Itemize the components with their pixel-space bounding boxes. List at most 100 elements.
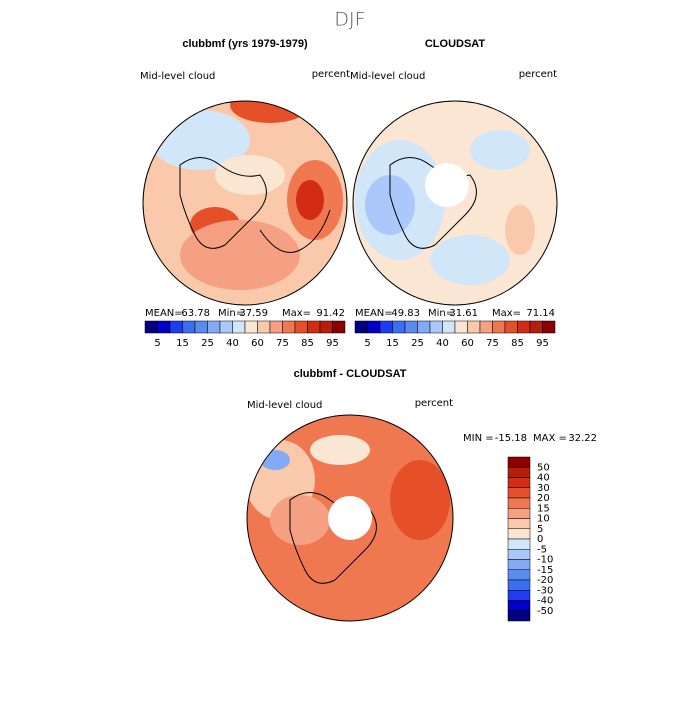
colorbar-box bbox=[257, 320, 271, 334]
colorbar-label: 95 bbox=[536, 338, 549, 349]
colorbar-label: 15 bbox=[386, 338, 399, 349]
stat-label: Max= bbox=[492, 308, 521, 319]
colorbar-box bbox=[454, 320, 468, 334]
colorbar-box bbox=[442, 320, 456, 334]
colorbar-label: -40 bbox=[537, 596, 553, 607]
colorbar-label: 5 bbox=[537, 524, 543, 535]
stat-value: 63.78 bbox=[181, 308, 210, 319]
colorbar-box bbox=[169, 320, 183, 334]
colorbar-box bbox=[429, 320, 443, 334]
colorbar-box bbox=[207, 320, 221, 334]
right-label: percent bbox=[519, 69, 557, 80]
colorbar-label: 95 bbox=[326, 338, 339, 349]
map-outline bbox=[142, 100, 348, 306]
colorbar-box bbox=[194, 320, 208, 334]
colorbar-label: 75 bbox=[276, 338, 289, 349]
stat-value: 31.61 bbox=[449, 308, 478, 319]
map-outline bbox=[352, 100, 558, 306]
colorbar-box bbox=[282, 320, 296, 334]
colorbar-label: 85 bbox=[301, 338, 314, 349]
stat-value: -15.18 bbox=[495, 433, 527, 444]
colorbar-label: 50 bbox=[537, 462, 550, 473]
colorbar-box bbox=[354, 320, 368, 334]
colorbar-label: 60 bbox=[461, 338, 474, 349]
colorbar-label: -5 bbox=[537, 544, 547, 555]
colorbar-label: 30 bbox=[537, 483, 550, 494]
colorbar-box bbox=[492, 320, 506, 334]
colorbar-box bbox=[144, 320, 158, 334]
colorbar-box bbox=[367, 320, 381, 334]
figure-title: DJF bbox=[334, 9, 365, 31]
colorbar-box bbox=[507, 508, 531, 519]
colorbar-label: 5 bbox=[364, 338, 370, 349]
colorbar-box bbox=[219, 320, 233, 334]
stat-value: 37.59 bbox=[239, 308, 268, 319]
colorbar-label: 25 bbox=[411, 338, 424, 349]
colorbar-box bbox=[269, 320, 283, 334]
colorbar-label: 40 bbox=[436, 338, 449, 349]
colorbar-box bbox=[307, 320, 321, 334]
colorbar-label: -30 bbox=[537, 585, 553, 596]
colorbar-label: -10 bbox=[537, 555, 553, 566]
colorbar-box bbox=[417, 320, 431, 334]
colorbar-box bbox=[319, 320, 333, 334]
colorbar-box bbox=[379, 320, 393, 334]
colorbar-label: 60 bbox=[251, 338, 264, 349]
stat-value: 32.22 bbox=[568, 433, 597, 444]
colorbar-box bbox=[507, 518, 531, 529]
colorbar-label: -20 bbox=[537, 575, 553, 586]
stat-label: MIN = bbox=[463, 433, 494, 444]
colorbar-label: 20 bbox=[537, 493, 550, 504]
right-label: percent bbox=[415, 398, 453, 409]
map bbox=[247, 415, 453, 621]
map bbox=[353, 101, 557, 305]
colorbar-box bbox=[507, 559, 531, 570]
colorbar-box bbox=[507, 590, 531, 601]
colorbar-label: 25 bbox=[201, 338, 214, 349]
colorbar-box bbox=[507, 487, 531, 499]
colorbar-box bbox=[182, 320, 196, 334]
colorbar-label: 40 bbox=[537, 473, 550, 484]
colorbar-box bbox=[507, 538, 531, 550]
colorbar-label: 10 bbox=[537, 514, 550, 525]
colorbar-label: -15 bbox=[537, 565, 553, 576]
stat-value: 71.14 bbox=[526, 308, 555, 319]
stat-label: Min= bbox=[218, 308, 244, 319]
colorbar-box bbox=[332, 320, 346, 334]
colorbar-box bbox=[244, 320, 258, 334]
colorbar-box bbox=[392, 320, 406, 334]
colorbar-box bbox=[507, 477, 531, 488]
colorbar-label: 15 bbox=[537, 503, 550, 514]
colorbar-box bbox=[529, 320, 543, 334]
colorbar-box bbox=[517, 320, 531, 334]
panel-title: clubbmf - CLOUDSAT bbox=[294, 368, 407, 380]
stat-label: Min= bbox=[428, 308, 454, 319]
colorbar-box bbox=[507, 528, 531, 540]
stat-value: 91.42 bbox=[316, 308, 345, 319]
map bbox=[143, 101, 347, 305]
stat-label: MEAN= bbox=[355, 308, 393, 319]
panel-title: CLOUDSAT bbox=[425, 38, 486, 50]
stat-label: Max= bbox=[282, 308, 311, 319]
stat-label: MAX = bbox=[533, 433, 567, 444]
colorbar-box bbox=[232, 320, 246, 334]
colorbar-box bbox=[404, 320, 418, 334]
colorbar-box bbox=[507, 549, 531, 560]
colorbar-box bbox=[507, 569, 531, 581]
left-label: Mid-level cloud bbox=[350, 71, 425, 82]
map-outline bbox=[246, 414, 454, 622]
colorbar-box bbox=[294, 320, 308, 334]
colorbar-box bbox=[507, 497, 531, 509]
stat-label: MEAN= bbox=[145, 308, 183, 319]
colorbar-box bbox=[157, 320, 171, 334]
colorbar-box bbox=[507, 579, 531, 591]
colorbar-label: 75 bbox=[486, 338, 499, 349]
colorbar-label: 0 bbox=[537, 534, 543, 545]
colorbar-label: 40 bbox=[226, 338, 239, 349]
colorbar-box bbox=[542, 320, 556, 334]
colorbar-label: 85 bbox=[511, 338, 524, 349]
left-label: Mid-level cloud bbox=[140, 71, 215, 82]
right-label: percent bbox=[312, 69, 350, 80]
stat-value: 49.83 bbox=[391, 308, 420, 319]
